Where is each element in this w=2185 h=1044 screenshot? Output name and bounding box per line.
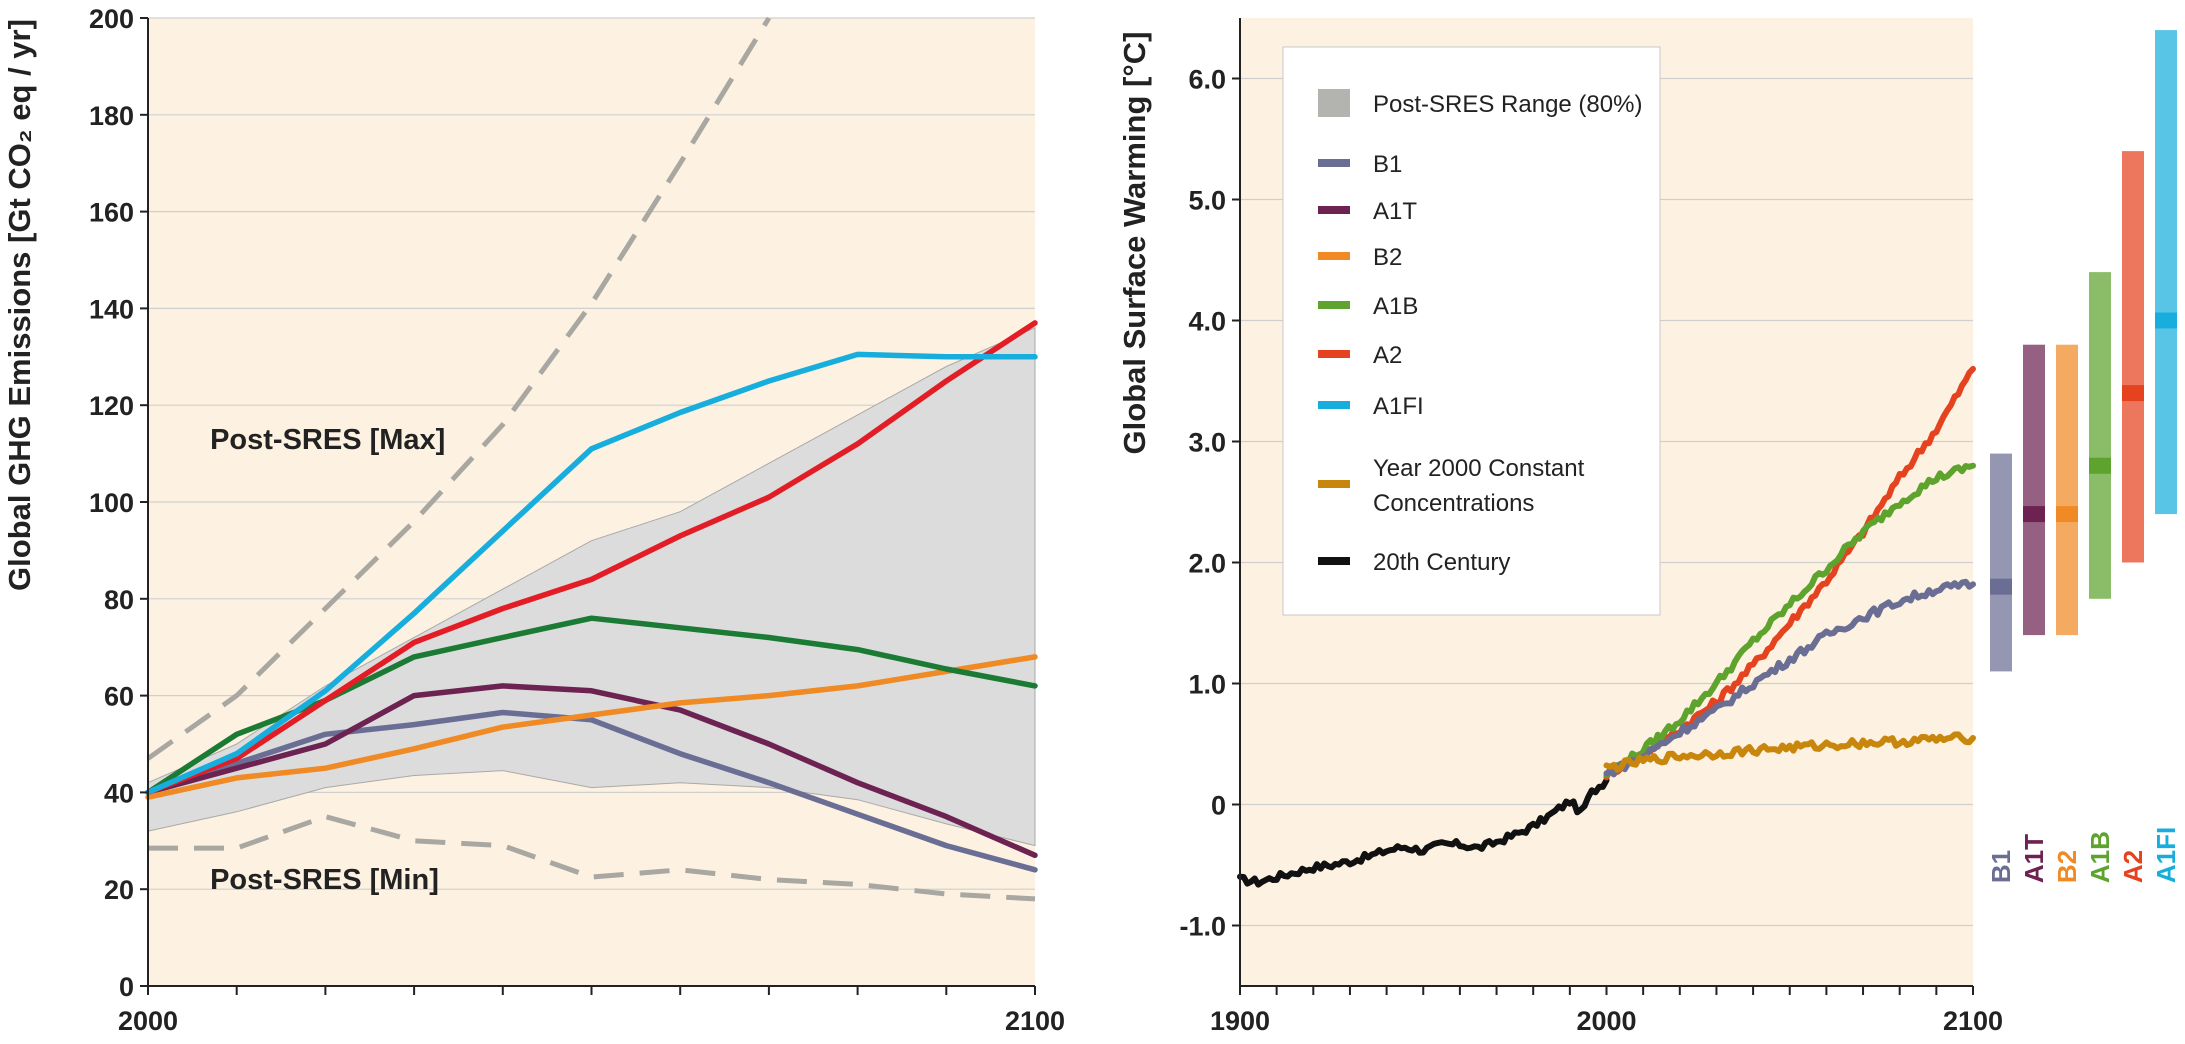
range-bar-label-b1: B1 (1986, 850, 2016, 883)
emissions-range-band (147, 327, 1036, 847)
legend-label: B1 (1373, 151, 1402, 178)
legend-swatch-a1b (1318, 301, 1350, 309)
legend-entries: Post-SRES Range (80%) B1 A1T B2 A1B A2 A1FI Yea… (1318, 89, 1642, 576)
legend-label: A1B (1373, 293, 1418, 320)
legend-swatch-range-patch (1318, 89, 1350, 117)
warming-chart: -1.0 0 1.0 2.0 3.0 4.0 5.0 6.0 1900 2000 2100 Glob… (1117, 18, 2181, 1036)
legend-label: A2 (1373, 342, 1402, 369)
warming-y-tick-label: 5.0 (1188, 186, 1226, 216)
warming-series (1237, 365, 1976, 888)
legend-box (1282, 46, 1661, 616)
warming-series-a1b (1603, 462, 1976, 779)
range-bar-label-a1fi: A1FI (2151, 827, 2181, 883)
warming-y-tick-label: 4.0 (1188, 307, 1226, 337)
scenario-range-bars: B1 A1T B2 A1B A2 A1FI (1986, 30, 2181, 883)
emissions-axis-ticks: 0 20 40 60 80 100 120 140 160 180 200 2000 2100 (89, 4, 1065, 1036)
warming-y-tick-label: 6.0 (1188, 65, 1226, 95)
warming-y-tick-label: 0 (1211, 791, 1226, 821)
legend-swatch-a1fi (1318, 401, 1350, 409)
warming-series-year-2000-constant-concentrations (1603, 731, 1976, 773)
legend-label: A1FI (1373, 393, 1424, 420)
emissions-y-tick-label: 20 (104, 875, 134, 905)
warming-legend: Post-SRES Range (80%) B1 A1T B2 A1B A2 A1FI Yea… (1282, 46, 1661, 616)
legend-label: A1T (1373, 198, 1417, 225)
emissions-y-axis-label: Global GHG Emissions [Gt CO₂ eq / yr] (2, 19, 37, 591)
range-bar-a1b (2089, 272, 2111, 599)
legend-label: Year 2000 Constant (1373, 455, 1585, 482)
legend-label: Post-SRES Range (80%) (1373, 91, 1642, 118)
warming-series-20th-century (1237, 777, 1610, 888)
emissions-chart: 0 20 40 60 80 100 120 140 160 180 200 2000 2100 Glob… (2, 4, 1065, 1036)
post-sres-min-annotation: Post-SRES [Min] (210, 864, 439, 896)
emissions-series-a1fi (145, 351, 1038, 796)
emissions-y-tick-label: 40 (104, 778, 134, 808)
warming-y-tick-label: 3.0 (1188, 428, 1226, 458)
legend-label: 20th Century (1373, 549, 1510, 576)
warming-y-tick-label: 1.0 (1188, 670, 1226, 700)
range-bar-best-estimate-a1b (2089, 457, 2111, 474)
warming-x-tick-label: 1900 (1210, 1006, 1270, 1036)
legend-swatch-a2 (1318, 350, 1350, 358)
warming-x-tick-label: 2100 (1943, 1006, 2003, 1036)
range-bar-b2 (2056, 344, 2078, 636)
range-bar-a1t (2023, 344, 2045, 636)
emissions-y-tick-label: 80 (104, 585, 134, 615)
legend-label-line2: Concentrations (1373, 490, 1534, 517)
emissions-x-tick-label: 2000 (118, 1006, 178, 1036)
emissions-y-tick-label: 0 (119, 972, 134, 1002)
warming-series-b1 (1603, 578, 1976, 778)
post-sres-max-annotation: Post-SRES [Max] (210, 424, 445, 456)
emissions-series-post-sres-max (146, 16, 772, 761)
emissions-series-b2 (145, 654, 1038, 800)
range-bar-label-a1b: A1B (2085, 831, 2115, 883)
range-bar-label-b2: B2 (2052, 850, 2082, 883)
emissions-y-tick-label: 60 (104, 682, 134, 712)
range-bar-b1 (1990, 453, 2012, 672)
legend-swatch-b2 (1318, 252, 1350, 260)
warming-y-axis-label: Global Surface Warming [°C] (1117, 32, 1152, 455)
emissions-y-tick-label: 120 (89, 391, 134, 421)
warming-y-tick-label: -1.0 (1179, 912, 1226, 942)
emissions-y-tick-label: 100 (89, 488, 134, 518)
warming-y-tick-label: 2.0 (1188, 549, 1226, 579)
legend-swatch-b1 (1318, 159, 1350, 167)
range-bar-best-estimate-a1t (2023, 506, 2045, 523)
emissions-y-tick-label: 180 (89, 101, 134, 131)
range-bar-a1fi (2155, 30, 2177, 515)
emissions-y-tick-label: 200 (89, 4, 134, 34)
legend-swatch-year-2000-constant (1318, 480, 1350, 488)
range-bar-best-estimate-b1 (1990, 578, 2012, 595)
range-bar-best-estimate-a2 (2122, 385, 2144, 402)
emissions-y-tick-label: 140 (89, 294, 134, 324)
emissions-series (145, 16, 1038, 902)
legend-swatch-20th-century (1318, 557, 1350, 565)
emissions-series-a1t (145, 683, 1038, 859)
emissions-y-tick-label: 160 (89, 198, 134, 228)
range-bar-a2 (2122, 151, 2144, 563)
legend-swatch-a1t (1318, 206, 1350, 214)
warming-axis-ticks: -1.0 0 1.0 2.0 3.0 4.0 5.0 6.0 1900 2000 2100 (1179, 65, 2003, 1037)
emissions-series-b1 (145, 709, 1038, 873)
emissions-series-a2 (145, 320, 1038, 796)
emissions-x-tick-label: 2100 (1005, 1006, 1065, 1036)
range-bar-label-a2: A2 (2118, 850, 2148, 883)
legend-label: B2 (1373, 244, 1402, 271)
warming-x-tick-label: 2000 (1576, 1006, 1636, 1036)
range-bar-best-estimate-a1fi (2155, 312, 2177, 329)
emissions-series-post-sres-min (148, 814, 1036, 902)
range-bar-best-estimate-b2 (2056, 506, 2078, 523)
range-bar-label-a1t: A1T (2019, 834, 2049, 883)
